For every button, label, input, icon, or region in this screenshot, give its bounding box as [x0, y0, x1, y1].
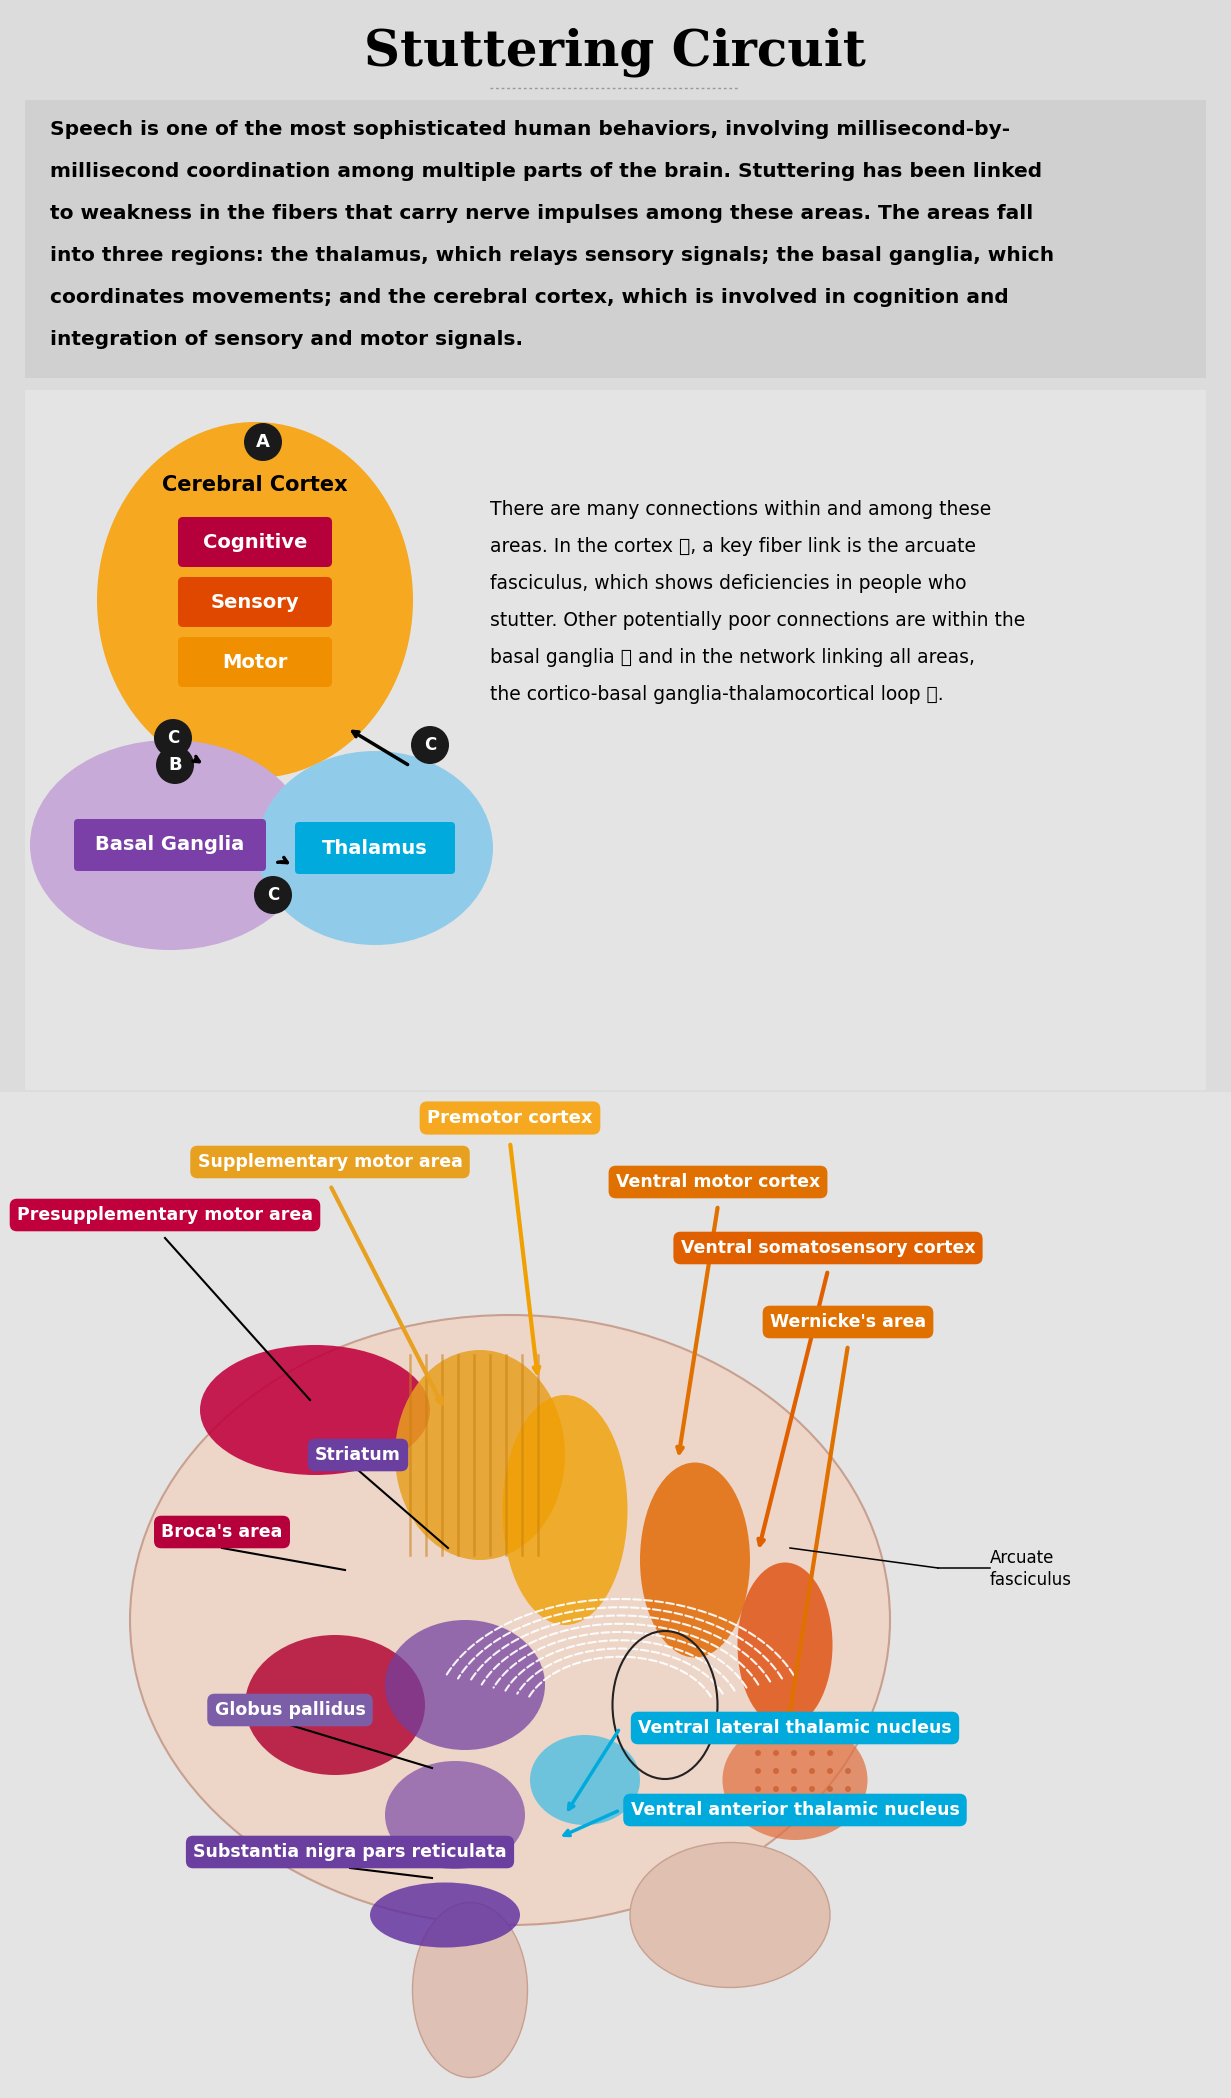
Text: Ventral anterior thalamic nucleus: Ventral anterior thalamic nucleus	[630, 1800, 959, 1819]
Ellipse shape	[385, 1760, 524, 1869]
Circle shape	[809, 1750, 815, 1756]
Ellipse shape	[502, 1395, 628, 1626]
Ellipse shape	[630, 1842, 830, 1987]
Circle shape	[755, 1785, 761, 1792]
Text: C: C	[167, 728, 180, 747]
Circle shape	[244, 424, 282, 462]
Circle shape	[827, 1750, 833, 1756]
Text: Sensory: Sensory	[211, 592, 299, 611]
Circle shape	[755, 1804, 761, 1811]
Circle shape	[792, 1769, 796, 1775]
Text: Premotor cortex: Premotor cortex	[427, 1110, 593, 1127]
Text: coordinates movements; and the cerebral cortex, which is involved in cognition a: coordinates movements; and the cerebral …	[50, 287, 1008, 306]
FancyBboxPatch shape	[74, 818, 266, 871]
Ellipse shape	[395, 1349, 565, 1561]
Circle shape	[792, 1804, 796, 1811]
FancyBboxPatch shape	[0, 1091, 1231, 2098]
Ellipse shape	[97, 422, 412, 778]
Circle shape	[154, 720, 192, 757]
FancyBboxPatch shape	[178, 638, 332, 686]
Ellipse shape	[640, 1462, 750, 1657]
Circle shape	[755, 1750, 761, 1756]
Circle shape	[844, 1785, 851, 1792]
Circle shape	[792, 1750, 796, 1756]
Ellipse shape	[257, 751, 492, 944]
Circle shape	[792, 1785, 796, 1792]
FancyBboxPatch shape	[25, 390, 1206, 1091]
Text: into three regions: the thalamus, which relays sensory signals; the basal gangli: into three regions: the thalamus, which …	[50, 245, 1054, 264]
Text: Globus pallidus: Globus pallidus	[214, 1701, 366, 1718]
Text: Cerebral Cortex: Cerebral Cortex	[162, 474, 348, 495]
Text: Thalamus: Thalamus	[323, 839, 428, 858]
Ellipse shape	[531, 1735, 640, 1825]
FancyBboxPatch shape	[178, 577, 332, 627]
Text: basal ganglia Ⓑ and in the network linking all areas,: basal ganglia Ⓑ and in the network linki…	[490, 648, 975, 667]
Ellipse shape	[737, 1563, 832, 1727]
Circle shape	[844, 1769, 851, 1775]
Text: areas. In the cortex Ⓐ, a key fiber link is the arcuate: areas. In the cortex Ⓐ, a key fiber link…	[490, 537, 976, 556]
Circle shape	[156, 747, 194, 785]
Text: Ventral motor cortex: Ventral motor cortex	[616, 1173, 820, 1192]
Circle shape	[773, 1785, 779, 1792]
Text: Ventral lateral thalamic nucleus: Ventral lateral thalamic nucleus	[638, 1718, 952, 1737]
Text: A: A	[256, 432, 270, 451]
Text: Cognitive: Cognitive	[203, 533, 308, 552]
Circle shape	[773, 1750, 779, 1756]
Text: Ventral somatosensory cortex: Ventral somatosensory cortex	[681, 1240, 975, 1257]
Circle shape	[773, 1804, 779, 1811]
Circle shape	[809, 1785, 815, 1792]
Text: stutter. Other potentially poor connections are within the: stutter. Other potentially poor connecti…	[490, 611, 1025, 629]
Circle shape	[827, 1804, 833, 1811]
Ellipse shape	[30, 741, 310, 950]
Circle shape	[827, 1769, 833, 1775]
Ellipse shape	[371, 1882, 519, 1947]
Circle shape	[773, 1769, 779, 1775]
Circle shape	[809, 1804, 815, 1811]
Text: B: B	[169, 755, 182, 774]
Text: Substantia nigra pars reticulata: Substantia nigra pars reticulata	[193, 1842, 507, 1861]
Text: the cortico-basal ganglia-thalamocortical loop Ⓒ.: the cortico-basal ganglia-thalamocortica…	[490, 686, 944, 705]
Circle shape	[827, 1785, 833, 1792]
Ellipse shape	[130, 1315, 890, 1926]
Text: Stuttering Circuit: Stuttering Circuit	[364, 27, 865, 78]
Text: fasciculus: fasciculus	[990, 1571, 1072, 1588]
Text: Speech is one of the most sophisticated human behaviors, involving millisecond-b: Speech is one of the most sophisticated …	[50, 120, 1011, 138]
Circle shape	[411, 726, 449, 764]
Circle shape	[809, 1769, 815, 1775]
Text: Basal Ganglia: Basal Ganglia	[95, 835, 245, 854]
FancyBboxPatch shape	[25, 101, 1206, 378]
Ellipse shape	[412, 1903, 528, 2077]
Circle shape	[254, 877, 292, 915]
Ellipse shape	[385, 1620, 545, 1750]
Ellipse shape	[199, 1345, 430, 1475]
Text: Motor: Motor	[223, 652, 288, 671]
Text: millisecond coordination among multiple parts of the brain. Stuttering has been : millisecond coordination among multiple …	[50, 162, 1043, 180]
Text: Presupplementary motor area: Presupplementary motor area	[17, 1206, 313, 1223]
Text: C: C	[423, 736, 436, 753]
Text: to weakness in the fibers that carry nerve impulses among these areas. The areas: to weakness in the fibers that carry ner…	[50, 204, 1033, 222]
FancyBboxPatch shape	[178, 516, 332, 566]
Ellipse shape	[245, 1634, 425, 1775]
Text: C: C	[267, 885, 279, 904]
Text: Supplementary motor area: Supplementary motor area	[197, 1154, 463, 1171]
Text: Striatum: Striatum	[315, 1446, 401, 1464]
FancyBboxPatch shape	[295, 822, 455, 875]
Text: There are many connections within and among these: There are many connections within and am…	[490, 499, 991, 518]
Text: integration of sensory and motor signals.: integration of sensory and motor signals…	[50, 329, 523, 348]
Ellipse shape	[723, 1720, 868, 1840]
Circle shape	[755, 1769, 761, 1775]
Text: Arcuate: Arcuate	[990, 1548, 1055, 1567]
Text: Wernicke's area: Wernicke's area	[769, 1313, 926, 1330]
Text: Broca's area: Broca's area	[161, 1523, 283, 1542]
Text: fasciculus, which shows deficiencies in people who: fasciculus, which shows deficiencies in …	[490, 575, 966, 594]
